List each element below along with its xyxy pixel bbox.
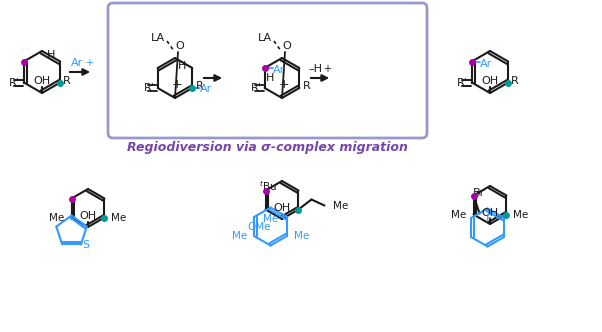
Text: $^t$Bu: $^t$Bu <box>259 179 277 193</box>
Text: R': R' <box>457 77 468 88</box>
Text: Me: Me <box>111 212 126 222</box>
Text: Ar: Ar <box>273 65 285 75</box>
Text: Ar: Ar <box>480 58 492 68</box>
Text: +: + <box>85 58 93 68</box>
Text: O: O <box>176 41 184 51</box>
Text: LA: LA <box>258 33 272 43</box>
Text: Me: Me <box>294 231 309 241</box>
Text: OH: OH <box>482 76 498 86</box>
Text: –H: –H <box>308 64 322 74</box>
Text: +: + <box>172 77 182 91</box>
Text: Me: Me <box>452 209 467 219</box>
Text: Regiodiversion via σ-complex migration: Regiodiversion via σ-complex migration <box>127 140 408 153</box>
Text: OH: OH <box>79 211 96 221</box>
Text: OH: OH <box>34 76 51 86</box>
Text: F: F <box>486 213 492 223</box>
Text: +: + <box>279 77 290 91</box>
Text: R': R' <box>251 83 262 93</box>
Text: H: H <box>265 73 274 83</box>
Text: Me: Me <box>263 213 278 223</box>
Text: Br: Br <box>473 188 485 198</box>
Text: Me: Me <box>514 209 529 219</box>
Text: R: R <box>511 75 519 86</box>
Text: +: + <box>323 64 331 74</box>
Text: O: O <box>282 41 291 51</box>
Text: R: R <box>196 81 203 91</box>
Text: LA: LA <box>151 33 165 43</box>
Text: Ar: Ar <box>200 84 213 94</box>
Text: Me: Me <box>232 231 247 241</box>
Text: Me: Me <box>334 201 349 210</box>
Text: H: H <box>47 50 55 60</box>
Text: H: H <box>178 61 186 71</box>
Text: R: R <box>302 81 310 91</box>
Text: OH: OH <box>482 208 498 218</box>
Text: R: R <box>63 75 71 86</box>
Text: S: S <box>82 239 89 250</box>
Text: Me: Me <box>49 212 64 222</box>
Text: R': R' <box>144 83 155 93</box>
Text: R': R' <box>9 77 20 88</box>
Text: Ar: Ar <box>71 58 83 68</box>
Text: OH: OH <box>273 203 291 213</box>
Text: OMe: OMe <box>247 222 271 232</box>
